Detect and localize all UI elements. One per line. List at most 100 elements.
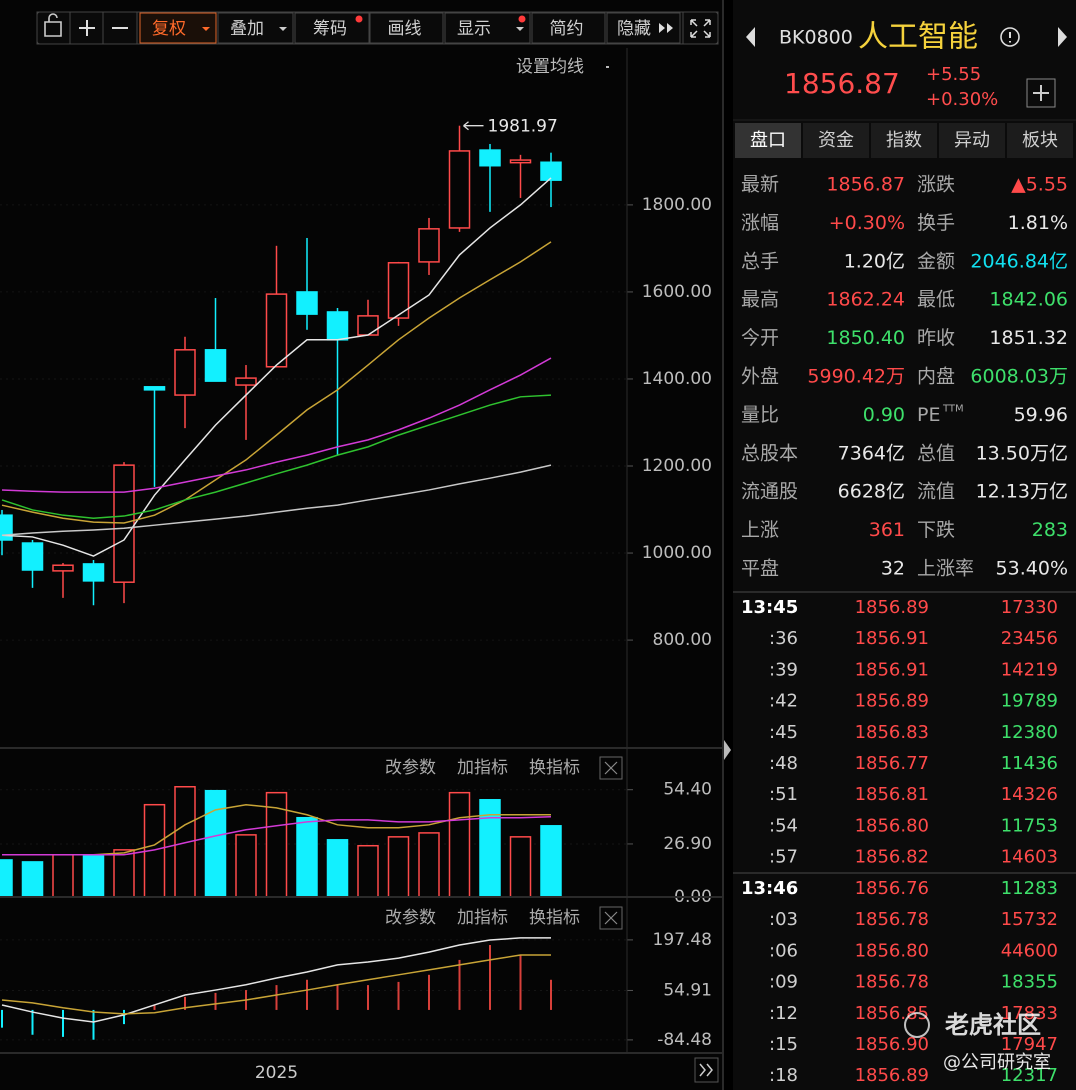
tab-label: 资金 [818, 130, 854, 151]
trade-time: :54 [769, 815, 798, 836]
candle-body [418, 228, 440, 263]
quote-value: 53.40% [996, 558, 1068, 580]
chart-background [0, 0, 722, 1090]
volume-bar [82, 854, 105, 898]
indicator-button: 改参数 [385, 908, 436, 928]
quote-value: 1850.40 [826, 327, 905, 349]
candle-body [0, 514, 13, 541]
trade-price: 1856.89 [855, 691, 929, 712]
volume-bar [204, 789, 227, 898]
tab[interactable] [803, 123, 869, 158]
macd-bar [31, 1009, 34, 1035]
scroll-end-icon [699, 1063, 713, 1077]
quote-label: 总股本 [741, 442, 798, 464]
toolbar-button[interactable] [369, 12, 444, 44]
quote-label: 最低 [917, 289, 955, 311]
macd-bar [214, 992, 217, 1010]
quote-label: 涨幅 [741, 212, 779, 234]
macd-bar [519, 954, 522, 1010]
close-indicator-button[interactable] [599, 906, 623, 930]
y-tick-label: 54.91 [663, 980, 712, 1000]
y-tick-label: 1200.00 [642, 456, 712, 476]
badge-dot [518, 15, 526, 23]
ma-line [1, 464, 552, 536]
trade-time: :39 [769, 659, 798, 680]
quote-label: 今开 [741, 327, 779, 349]
quote-label: 平盘 [741, 558, 779, 580]
trade-time: :06 [769, 940, 798, 961]
plus-icon [79, 20, 95, 36]
trade-volume: 11436 [1001, 753, 1058, 774]
zoom-out-button[interactable] [102, 11, 138, 45]
close-indicator-button[interactable] [599, 756, 623, 780]
ma-line [2, 815, 552, 856]
quote-value: 6008.03万 [970, 366, 1068, 388]
previous-button[interactable] [746, 27, 755, 47]
candle-body [265, 293, 288, 368]
toolbar [36, 11, 719, 45]
quote-label: 昨收 [917, 327, 955, 349]
trade-volume: 17833 [1001, 1003, 1058, 1024]
collapse-handle[interactable] [724, 740, 731, 760]
chevrons-icon [659, 23, 673, 33]
trade-time: :36 [769, 628, 798, 649]
y-tick-label: 26.90 [663, 834, 712, 854]
trade-volume: 11753 [1001, 815, 1058, 836]
toolbar-button[interactable] [444, 12, 531, 44]
badge-dot [355, 15, 363, 23]
candle-body [509, 159, 532, 164]
add-watchlist-button[interactable] [1026, 78, 1056, 108]
trade-price: 1856.78 [855, 972, 929, 993]
volume-bar [52, 854, 74, 898]
trade-volume: 14219 [1001, 659, 1058, 680]
quote-value: 0.90 [863, 404, 905, 426]
trade-price: 1856.80 [855, 940, 929, 961]
close-icon [604, 761, 618, 775]
tab[interactable] [735, 123, 801, 158]
trade-time: :12 [769, 1003, 798, 1024]
toolbar-button[interactable] [606, 12, 681, 44]
trade-time: :15 [769, 1034, 798, 1055]
quote-label: 最新 [741, 174, 779, 196]
info-icon[interactable] [1000, 27, 1020, 47]
dropdown-arrow [516, 27, 524, 31]
watermark-brand: 老虎社区 [945, 1011, 1041, 1039]
candle-body [357, 315, 379, 336]
y-tick-label: 800.00 [653, 630, 712, 650]
tab[interactable] [939, 123, 1005, 158]
trade-volume: 23456 [1001, 628, 1058, 649]
trade-time: 13:46 [741, 878, 798, 899]
side-panel-background [733, 0, 1076, 1090]
trade-time: :09 [769, 972, 798, 993]
trade-price: 1856.91 [855, 628, 929, 649]
toolbar-button-label: 复权 [152, 19, 186, 39]
toolbar-button[interactable] [294, 12, 370, 44]
quote-value: 6628亿 [838, 481, 905, 503]
indicator-button: 改参数 [385, 758, 436, 778]
next-button[interactable] [1058, 27, 1067, 47]
fullscreen-button[interactable] [682, 11, 719, 45]
close-icon [604, 911, 618, 925]
quote-value: 1851.32 [989, 327, 1068, 349]
quote-label: 下跌 [917, 519, 955, 541]
toolbar-button-label: 显示 [457, 19, 491, 39]
toolbar-button-label: 简约 [550, 19, 584, 39]
candle-body [52, 564, 74, 572]
trade-volume: 19789 [1001, 691, 1058, 712]
stock-code: BK0800 [779, 27, 853, 49]
quote-value: 1.20亿 [844, 250, 905, 272]
ma-settings-label: 设置均线 [516, 57, 584, 77]
indicator-button: 换指标 [529, 908, 580, 928]
trade-price: 1856.82 [855, 847, 929, 868]
trade-price: 1856.80 [855, 815, 929, 836]
candle-body [143, 386, 166, 391]
tab[interactable] [1007, 123, 1073, 158]
price-change-percent: +0.30% [926, 89, 998, 110]
toolbar-button[interactable] [531, 12, 606, 44]
quote-value: 283 [1032, 519, 1068, 541]
trade-time: :51 [769, 784, 798, 805]
scroll-end-button[interactable] [694, 1057, 719, 1083]
toolbar-button[interactable] [217, 12, 294, 44]
volume-bar [0, 859, 13, 898]
tab[interactable] [871, 123, 937, 158]
